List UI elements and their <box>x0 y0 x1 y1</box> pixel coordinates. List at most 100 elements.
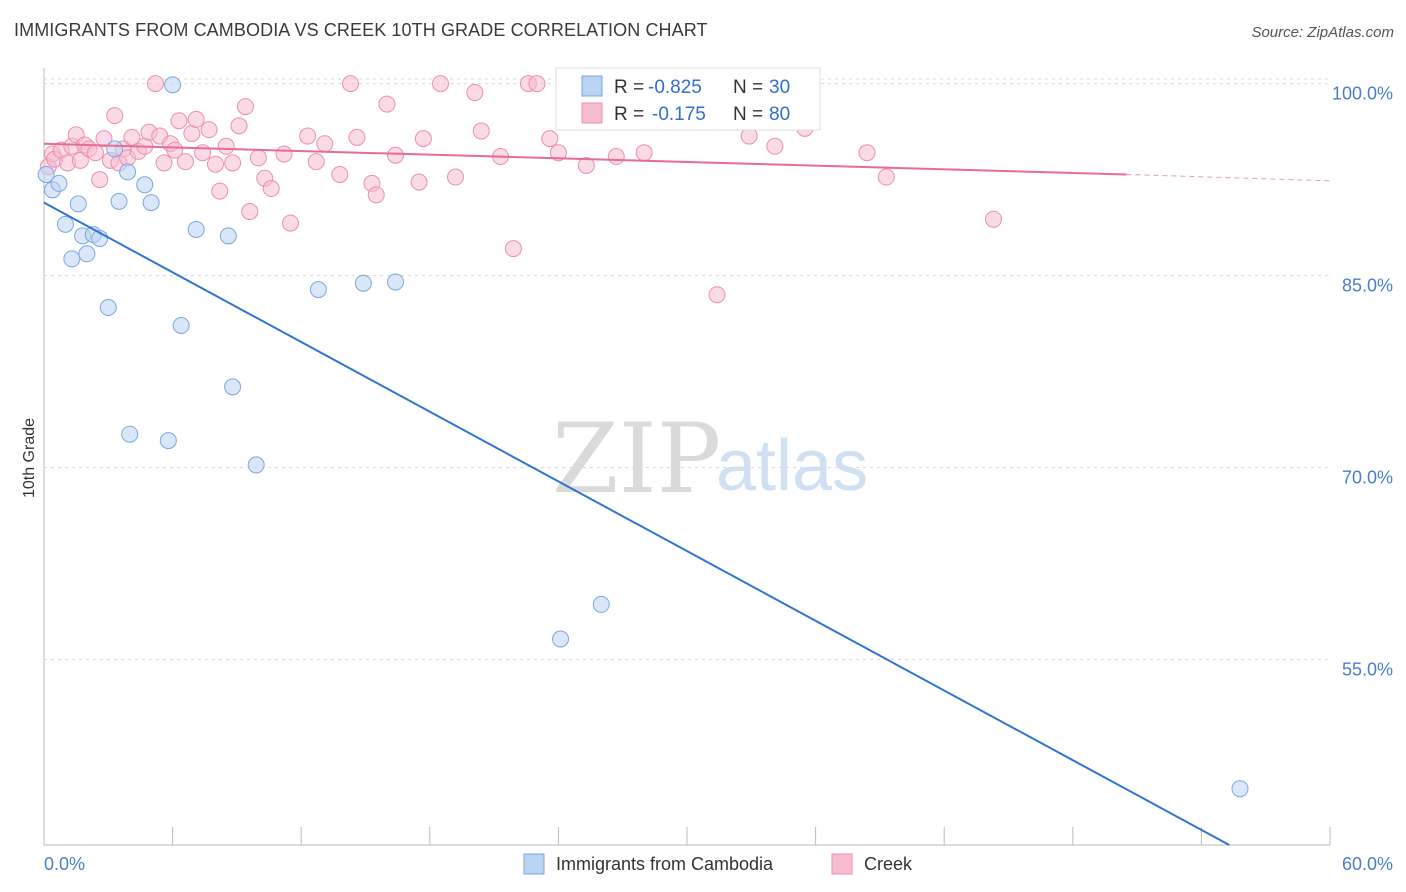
x-tick-label-max: 60.0% <box>1342 854 1393 874</box>
creek-point <box>410 173 428 191</box>
creek-point <box>217 137 235 155</box>
creek-point <box>187 110 205 128</box>
creek-point <box>95 130 113 148</box>
creek-point <box>414 130 432 148</box>
legend-r-label-cambodia: R = <box>614 77 644 98</box>
creek-point <box>766 137 784 155</box>
cambodia-point <box>136 176 154 194</box>
creek-point <box>241 203 259 221</box>
creek-point <box>708 286 726 304</box>
creek-point <box>91 171 109 189</box>
creek-point <box>307 153 325 171</box>
creek-point <box>200 121 218 139</box>
creek-point <box>183 125 201 143</box>
creek-point <box>106 107 124 125</box>
watermark: ZIP atlas <box>552 403 868 515</box>
creek-point <box>348 128 366 146</box>
gridlines <box>44 78 1330 660</box>
creek-point <box>432 75 450 93</box>
bottom-legend-label-creek: Creek <box>864 854 913 874</box>
cambodia-point <box>159 432 177 450</box>
cambodia-point <box>172 316 190 334</box>
legend-r-value-cambodia: -0.825 <box>648 77 702 98</box>
creek-point <box>166 141 184 159</box>
cambodia-point <box>50 174 68 192</box>
y-axis-title: 10th Grade <box>21 418 38 498</box>
creek-point <box>341 75 359 93</box>
cambodia-point <box>592 595 610 613</box>
creek-point <box>71 151 89 169</box>
legend: R = -0.825 N = 30 R = -0.175 N = 80 <box>555 67 821 131</box>
creek-point <box>249 149 267 167</box>
creek-point <box>146 75 164 93</box>
cambodia-point <box>121 425 139 443</box>
creek-point <box>858 144 876 162</box>
y-tick-label: 70.0% <box>1342 467 1393 487</box>
legend-r-label-creek: R = <box>614 104 644 125</box>
trend-line-creek-extension <box>1126 173 1331 182</box>
cambodia-point <box>309 281 327 299</box>
chart-title: IMMIGRANTS FROM CAMBODIA VS CREEK 10TH G… <box>14 20 708 40</box>
creek-point <box>86 144 104 162</box>
cambodia-point <box>99 299 117 317</box>
cambodia-point <box>119 163 137 181</box>
creek-point <box>387 146 405 164</box>
creek-point <box>528 75 546 93</box>
cambodia-point <box>142 194 160 212</box>
y-tick-labels: 55.0% 70.0% 85.0% 100.0% <box>1332 84 1393 680</box>
cambodia-point <box>387 273 405 291</box>
creek-point <box>472 122 490 140</box>
cambodia-point <box>63 250 81 268</box>
cambodia-point <box>69 195 87 213</box>
cambodia-point <box>354 274 372 292</box>
legend-swatch-cambodia <box>581 75 603 97</box>
creek-point <box>262 180 280 198</box>
creek-point <box>299 127 317 145</box>
cambodia-point <box>56 215 74 233</box>
creek-point <box>877 168 895 186</box>
cambodia-point <box>187 220 205 238</box>
x-ticks <box>43 827 1331 845</box>
creek-point <box>447 168 465 186</box>
creek-point <box>275 145 293 163</box>
creek-point <box>316 135 334 153</box>
creek-point <box>984 210 1002 228</box>
creek-point <box>176 153 194 171</box>
cambodia-point <box>552 630 570 648</box>
bottom-legend: Immigrants from Cambodia Creek <box>523 853 913 875</box>
creek-point <box>331 165 349 183</box>
legend-n-value-creek: 80 <box>769 104 790 125</box>
creek-point <box>577 156 595 174</box>
legend-r-value-creek: -0.175 <box>652 104 706 125</box>
cambodia-point <box>247 456 265 474</box>
cambodia-point <box>219 227 237 245</box>
y-tick-label: 85.0% <box>1342 276 1393 296</box>
creek-point <box>224 154 242 172</box>
cambodia-point <box>37 165 55 183</box>
watermark-atlas: atlas <box>716 426 868 506</box>
trend-lines <box>43 142 1331 846</box>
creek-point <box>211 182 229 200</box>
cambodia-point <box>106 140 124 158</box>
creek-point <box>378 95 396 113</box>
creek-point <box>504 240 522 258</box>
cambodia-point <box>164 76 182 94</box>
creek-point <box>170 112 188 130</box>
creek-point <box>607 148 625 166</box>
creek-points <box>39 75 1002 304</box>
y-tick-label: 55.0% <box>1342 659 1393 679</box>
y-tick-label: 100.0% <box>1332 84 1393 104</box>
x-tick-label-min: 0.0% <box>44 854 85 874</box>
legend-n-value-cambodia: 30 <box>769 77 790 98</box>
creek-point <box>281 214 299 232</box>
legend-n-label-creek: N = <box>733 104 763 125</box>
bottom-legend-swatch-cambodia <box>523 853 545 875</box>
trend-line-creek <box>43 142 1127 176</box>
cambodia-point <box>224 378 242 396</box>
cambodia-point <box>110 192 128 210</box>
cambodia-point <box>1231 780 1249 798</box>
creek-point <box>541 130 559 148</box>
creek-point <box>367 186 385 204</box>
trend-line-cambodia <box>43 201 1230 846</box>
